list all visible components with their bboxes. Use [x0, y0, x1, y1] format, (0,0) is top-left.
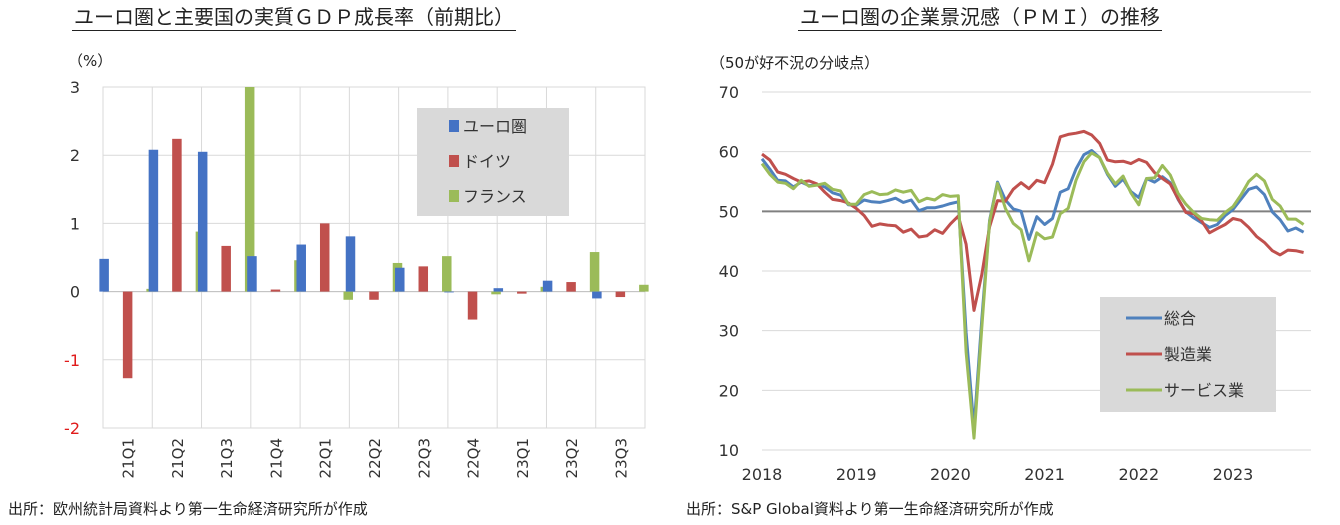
gdp-x-tick-label: 22Q1	[317, 438, 335, 478]
pmi-y-tick-label: 70	[719, 83, 739, 102]
gdp-bar	[395, 267, 405, 292]
gdp-x-tick-label: 21Q4	[267, 438, 285, 478]
pmi-y-unit-label: （50が好不況の分岐点）	[710, 54, 880, 72]
gdp-bar-chart: 3 2 1 0 -1 -2 21Q1 21Q2 21Q3 21Q4 22Q1 22Q2 22Q3 22Q4…	[64, 78, 649, 478]
gdp-x-tick-label: 23Q2	[563, 438, 581, 478]
gdp-x-tick-label: 22Q4	[465, 438, 483, 478]
gdp-bar	[148, 149, 159, 292]
gdp-legend-label: ユーロ圏	[463, 117, 527, 136]
gdp-x-tick-label: 23Q3	[612, 438, 630, 478]
gdp-legend-swatch	[449, 155, 459, 167]
gdp-bar	[122, 291, 133, 379]
gdp-bar	[566, 282, 576, 292]
gdp-x-tick-label: 23Q1	[514, 438, 532, 478]
gdp-bar	[615, 291, 626, 298]
pmi-y-tick-label: 50	[719, 202, 739, 221]
pmi-chart-panel: ユーロ圏の企業景況感（ＰＭＩ）の推移 （50が好不況の分岐点） 70 60 50 40…	[670, 0, 1340, 525]
gdp-bar	[343, 291, 353, 300]
gdp-legend-swatch	[449, 190, 459, 202]
gdp-y-tick-label: 1	[70, 214, 80, 233]
gdp-source-note: 出所：欧州統計局資料より第一生命経済研究所が作成	[8, 500, 368, 518]
pmi-x-tick-label: 2020	[930, 465, 971, 484]
pmi-chart-title: ユーロ圏の企業景況感（ＰＭＩ）の推移	[798, 5, 1162, 31]
gdp-y-tick-label: 0	[70, 283, 80, 302]
gdp-y-tick-label: -2	[64, 419, 80, 438]
gdp-y-unit-label: （%）	[68, 52, 113, 70]
gdp-bar	[172, 138, 182, 292]
gdp-x-tick-label: 21Q3	[218, 438, 236, 478]
gdp-y-tick-label: -1	[64, 351, 80, 370]
pmi-x-tick-label: 2021	[1024, 465, 1065, 484]
pmi-y-tick-label: 60	[719, 143, 739, 162]
gdp-x-tick-label: 21Q2	[169, 438, 187, 478]
gdp-x-tick-label: 22Q2	[366, 438, 384, 478]
pmi-legend-label: サービス業	[1164, 381, 1244, 400]
gdp-bar	[639, 284, 649, 292]
gdp-chart-panel: ユーロ圏と主要国の実質ＧＤＰ成長率（前期比） （%） 3 2 1 0 -1 -2 21Q1 2…	[8, 5, 649, 518]
gdp-bar	[244, 87, 255, 292]
gdp-bar	[493, 288, 504, 292]
gdp-bar	[442, 256, 452, 292]
gdp-bar	[345, 236, 356, 292]
gdp-y-tick-label: 2	[70, 146, 80, 165]
gdp-x-tick-label: 22Q3	[415, 438, 433, 478]
pmi-y-tick-label: 30	[719, 322, 739, 341]
pmi-y-tick-label: 40	[719, 262, 739, 281]
pmi-x-tick-label: 2023	[1213, 465, 1254, 484]
gdp-legend-swatch	[449, 120, 459, 132]
pmi-source-note: 出所：S&P Global資料より第一生命経済研究所が作成	[686, 500, 1054, 518]
gdp-bar	[319, 223, 330, 292]
gdp-bar	[589, 252, 600, 292]
gdp-legend-label: ドイツ	[463, 152, 511, 171]
gdp-legend-box	[417, 108, 569, 216]
gdp-bar	[247, 256, 257, 292]
gdp-legend-label: フランス	[463, 187, 527, 206]
pmi-x-tick-label: 2019	[836, 465, 877, 484]
gdp-bar	[467, 291, 478, 320]
pmi-x-tick-label: 2018	[742, 465, 783, 484]
gdp-bar	[296, 244, 306, 292]
pmi-y-tick-label: 10	[719, 441, 739, 460]
gdp-bar	[444, 291, 454, 293]
pmi-legend-label: 製造業	[1164, 345, 1212, 364]
pmi-series-line	[760, 151, 1305, 440]
gdp-bar	[517, 291, 527, 294]
gdp-x-tick-label: 21Q1	[120, 438, 138, 478]
pmi-x-tick-label: 2022	[1118, 465, 1159, 484]
gdp-y-tick-label: 3	[70, 78, 80, 97]
gdp-bar	[270, 289, 281, 292]
gdp-bar	[592, 291, 602, 299]
gdp-bar	[221, 245, 231, 292]
pmi-y-tick-label: 20	[719, 381, 739, 400]
gdp-bar	[542, 280, 553, 292]
pmi-legend-label: 総合	[1164, 309, 1196, 328]
gdp-bar	[197, 151, 208, 292]
gdp-chart-title: ユーロ圏と主要国の実質ＧＤＰ成長率（前期比）	[72, 5, 516, 31]
gdp-bar	[491, 291, 501, 295]
gdp-bar	[369, 291, 379, 300]
gdp-bar	[418, 266, 429, 292]
gdp-bar	[99, 258, 109, 292]
